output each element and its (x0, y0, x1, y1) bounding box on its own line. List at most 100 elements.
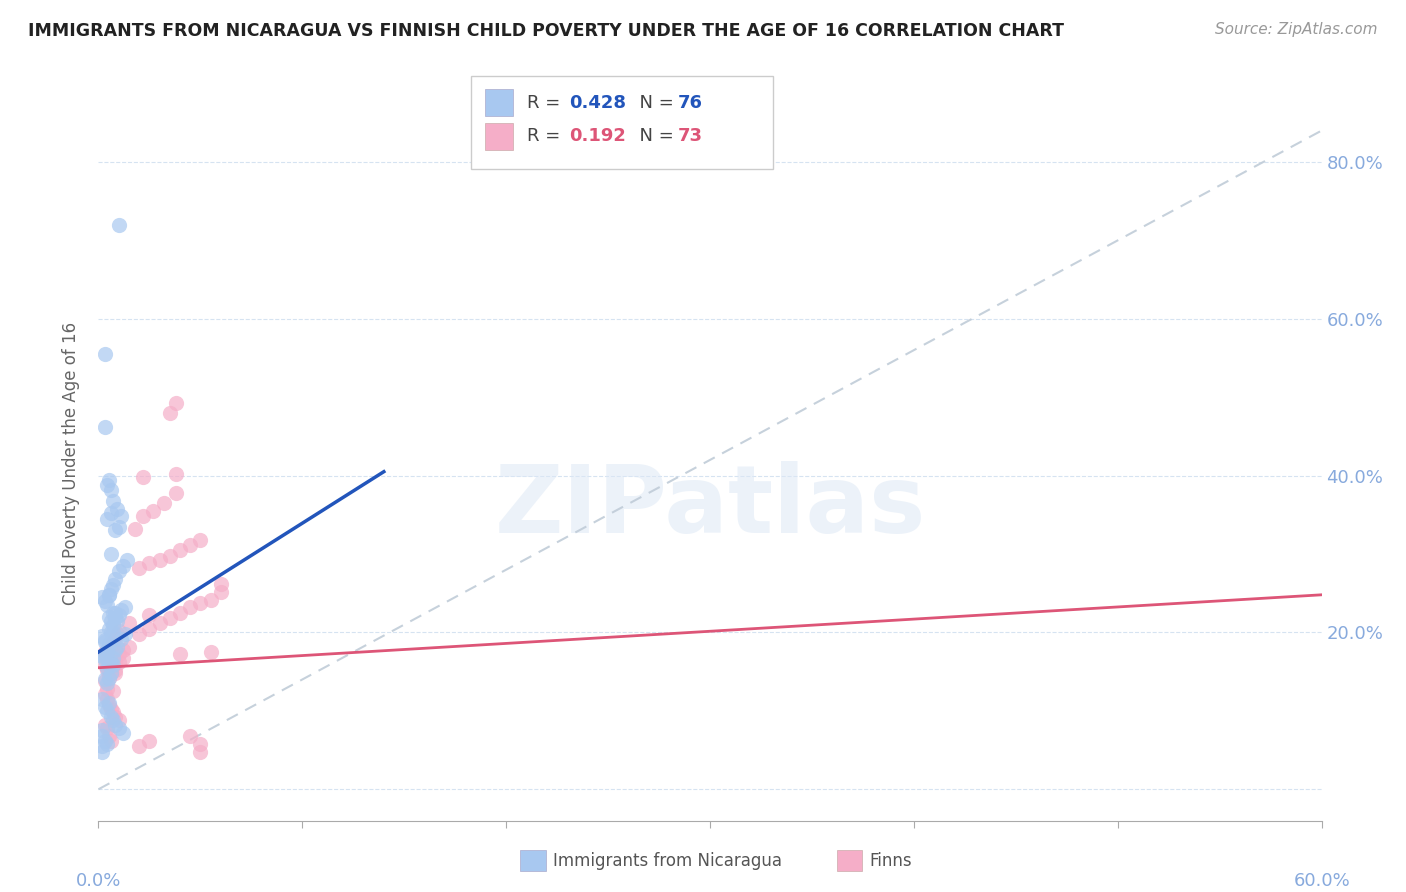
Point (101, 617, 124, 632)
Point (97, 609, 120, 624)
Point (100, 625, 122, 640)
Point (105, 627, 128, 641)
Point (104, 632, 127, 646)
Point (128, 739, 150, 753)
Point (96, 645, 118, 659)
Point (97, 729, 120, 743)
Text: 0.0%: 0.0% (76, 871, 121, 889)
Point (108, 655, 131, 669)
Point (93, 633, 115, 648)
Point (96, 676, 118, 690)
Text: 60.0%: 60.0% (1294, 871, 1350, 889)
Point (96, 512, 118, 526)
Point (188, 596, 212, 610)
Point (118, 615, 141, 630)
Point (96, 737, 118, 751)
Point (188, 745, 212, 759)
Point (179, 538, 201, 552)
Point (101, 684, 124, 698)
Point (100, 483, 122, 497)
Point (179, 729, 201, 743)
Point (105, 501, 128, 516)
Point (104, 572, 127, 586)
Text: Source: ZipAtlas.com: Source: ZipAtlas.com (1215, 22, 1378, 37)
Point (104, 718, 127, 732)
Point (96, 478, 118, 492)
Point (169, 606, 191, 620)
Text: 76: 76 (678, 94, 703, 112)
Point (93, 673, 115, 687)
Point (91, 692, 114, 706)
Point (132, 509, 155, 524)
Point (91, 745, 114, 759)
Text: 73: 73 (678, 128, 703, 145)
Point (179, 600, 201, 615)
Point (128, 627, 150, 641)
Point (96, 661, 118, 675)
Point (100, 733, 122, 747)
Point (101, 578, 124, 592)
Point (104, 710, 127, 724)
Point (93, 648, 115, 663)
Point (93, 700, 115, 714)
Point (110, 603, 132, 617)
Point (108, 218, 131, 232)
Point (100, 582, 122, 597)
Point (149, 553, 172, 567)
Point (97, 588, 120, 602)
Point (138, 733, 160, 747)
Point (128, 561, 150, 575)
Point (93, 718, 115, 732)
Point (101, 625, 124, 640)
Point (97, 658, 120, 673)
Point (149, 615, 172, 630)
Point (108, 564, 131, 578)
Point (101, 713, 124, 727)
Point (97, 473, 120, 487)
Point (96, 704, 118, 718)
Point (138, 557, 160, 571)
Point (169, 543, 191, 558)
Point (96, 642, 118, 657)
Point (104, 524, 127, 538)
Point (104, 666, 127, 681)
Text: N =: N = (628, 94, 681, 112)
Point (100, 655, 122, 669)
Point (100, 666, 122, 681)
Text: R =: R = (527, 128, 567, 145)
Point (108, 721, 131, 735)
Point (100, 506, 122, 520)
Point (93, 347, 115, 361)
Point (159, 406, 181, 420)
Point (100, 666, 122, 681)
Point (91, 590, 114, 604)
Point (104, 655, 127, 669)
Point (104, 663, 127, 677)
Point (97, 671, 120, 685)
Point (100, 640, 122, 654)
Point (111, 642, 134, 657)
Text: Finns: Finns (869, 852, 911, 870)
Point (101, 493, 124, 508)
Point (101, 658, 124, 673)
Point (165, 396, 187, 410)
Point (104, 642, 127, 657)
Point (108, 713, 131, 727)
Point (188, 533, 212, 547)
Point (188, 737, 212, 751)
Point (93, 733, 115, 747)
Point (209, 577, 232, 591)
Point (100, 614, 122, 628)
Text: IMMIGRANTS FROM NICARAGUA VS FINNISH CHILD POVERTY UNDER THE AGE OF 16 CORRELATI: IMMIGRANTS FROM NICARAGUA VS FINNISH CHI… (28, 22, 1064, 40)
Y-axis label: Child Poverty Under the Age of 16: Child Poverty Under the Age of 16 (62, 322, 80, 606)
Point (105, 640, 128, 654)
Point (93, 420, 115, 434)
Text: ZIPatlas: ZIPatlas (495, 460, 925, 553)
Text: 0.192: 0.192 (569, 128, 626, 145)
Point (97, 671, 120, 685)
Point (111, 650, 134, 665)
Point (105, 614, 128, 628)
Text: R =: R = (527, 94, 567, 112)
Point (91, 629, 114, 643)
Point (101, 658, 124, 673)
